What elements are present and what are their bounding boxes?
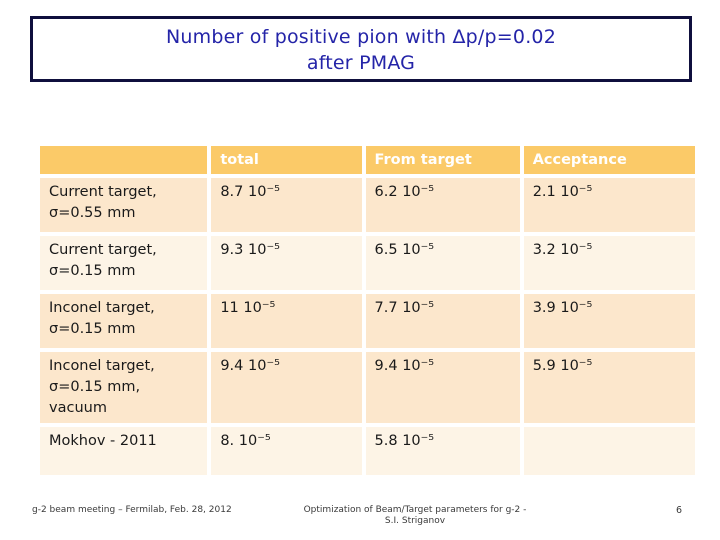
- slide-title-line-2: after PMAG: [306, 52, 416, 74]
- table-cell: 3.9 10⁻⁵: [521, 292, 697, 350]
- table-cell: 9.4 10⁻⁵: [363, 350, 522, 425]
- table-cell: 11 10⁻⁵: [209, 292, 364, 350]
- table-cell: 5.9 10⁻⁵: [521, 350, 697, 425]
- row-label-line: Inconel target,: [49, 300, 155, 316]
- row-label-line: σ=0.15 mm: [49, 263, 136, 279]
- table-header-row: total From target Acceptance: [38, 144, 697, 176]
- row-label-line: Inconel target,: [49, 358, 155, 374]
- header-cell-from-target: From target: [363, 144, 522, 176]
- row-label: Current target, σ=0.55 mm: [38, 176, 210, 234]
- footer-presentation-title-line: Optimization of Beam/Target parameters f…: [303, 505, 527, 515]
- table-cell: 8. 10⁻⁵: [209, 425, 364, 477]
- slide-title-line-1: Number of positive pion with Δp/p=0.02: [165, 26, 557, 48]
- slide-title-box: Number of positive pion with Δp/p=0.02 a…: [30, 16, 692, 82]
- table-cell: [521, 425, 697, 477]
- table-cell: 6.5 10⁻⁵: [363, 234, 522, 292]
- table-cell: 5.8 10⁻⁵: [363, 425, 522, 477]
- row-label-line: Current target,: [49, 242, 157, 258]
- table-cell: 9.4 10⁻⁵: [209, 350, 364, 425]
- table-cell: 9.3 10⁻⁵: [209, 234, 364, 292]
- row-label-line: Mokhov - 2011: [49, 433, 157, 449]
- table-row: Current target, σ=0.55 mm 8.7 10⁻⁵ 6.2 1…: [38, 176, 697, 234]
- row-label-line: σ=0.15 mm: [49, 321, 136, 337]
- row-label-line: Current target,: [49, 184, 157, 200]
- header-cell-acceptance: Acceptance: [521, 144, 697, 176]
- table-cell: 7.7 10⁻⁵: [363, 292, 522, 350]
- row-label: Current target, σ=0.15 mm: [38, 234, 210, 292]
- footer-meeting-info: g-2 beam meeting – Fermilab, Feb. 28, 20…: [32, 505, 232, 515]
- pion-results-table: total From target Acceptance Current tar…: [38, 144, 697, 477]
- table-row: Mokhov - 2011 8. 10⁻⁵ 5.8 10⁻⁵: [38, 425, 697, 477]
- footer-presentation-title: Optimization of Beam/Target parameters f…: [288, 505, 542, 527]
- table-cell: 8.7 10⁻⁵: [209, 176, 364, 234]
- page-number: 6: [676, 505, 683, 516]
- table-row: Inconel target, σ=0.15 mm 11 10⁻⁵ 7.7 10…: [38, 292, 697, 350]
- row-label: Inconel target, σ=0.15 mm: [38, 292, 210, 350]
- table-row: Inconel target, σ=0.15 mm, vacuum 9.4 10…: [38, 350, 697, 425]
- header-cell-total: total: [209, 144, 364, 176]
- table-cell: 2.1 10⁻⁵: [521, 176, 697, 234]
- table-row: Current target, σ=0.15 mm 9.3 10⁻⁵ 6.5 1…: [38, 234, 697, 292]
- header-cell-empty: [38, 144, 210, 176]
- row-label: Mokhov - 2011: [38, 425, 210, 477]
- table-cell: 3.2 10⁻⁵: [521, 234, 697, 292]
- row-label-line: σ=0.55 mm: [49, 205, 136, 221]
- row-label: Inconel target, σ=0.15 mm, vacuum: [38, 350, 210, 425]
- table-cell: 6.2 10⁻⁵: [363, 176, 522, 234]
- footer-presentation-author: S.I. Striganov: [384, 516, 446, 526]
- row-label-line: σ=0.15 mm, vacuum: [49, 379, 141, 416]
